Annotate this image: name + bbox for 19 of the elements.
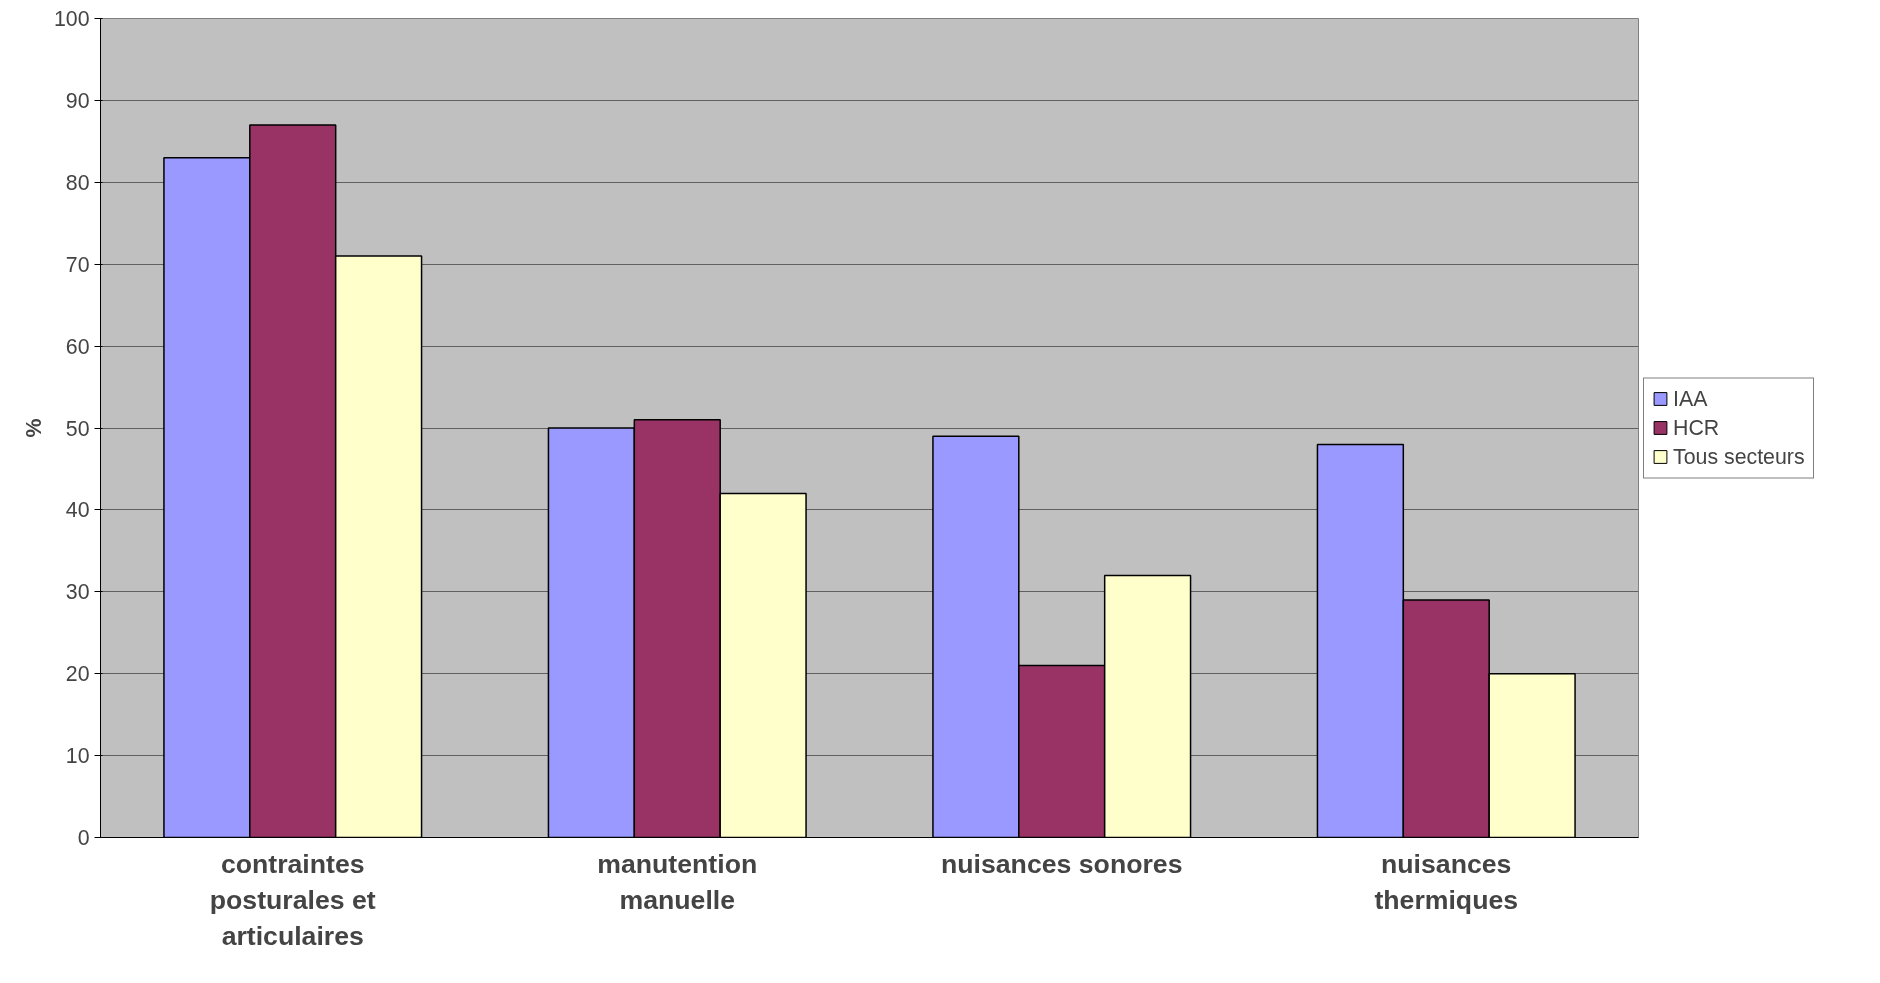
y-tick-label: 10: [65, 744, 90, 769]
x-tick-label: contraintes posturales et articulaires: [209, 848, 376, 951]
legend-label: Tous secteurs: [1673, 444, 1805, 469]
y-tick-label: 30: [65, 580, 90, 605]
y-tick-label: 50: [65, 416, 90, 441]
legend-label: IAA: [1673, 386, 1708, 411]
x-tick-label: manutention manuelle: [597, 848, 758, 915]
y-tick-label: 40: [65, 498, 90, 523]
x-tick-label: nuisances thermiques: [1374, 848, 1519, 915]
y-tick-label: 0: [77, 826, 90, 850]
x-tick-label: nuisances sonores: [941, 848, 1183, 879]
y-tick-label: 100: [53, 7, 90, 31]
y-tick-label: 80: [65, 170, 90, 195]
y-tick-label: 20: [65, 662, 90, 687]
y-axis-title: %: [21, 418, 46, 438]
legend-label: HCR: [1673, 415, 1720, 440]
y-tick-label: 60: [65, 334, 90, 359]
y-tick-label: 70: [65, 252, 90, 277]
y-tick-label: 90: [65, 88, 90, 113]
